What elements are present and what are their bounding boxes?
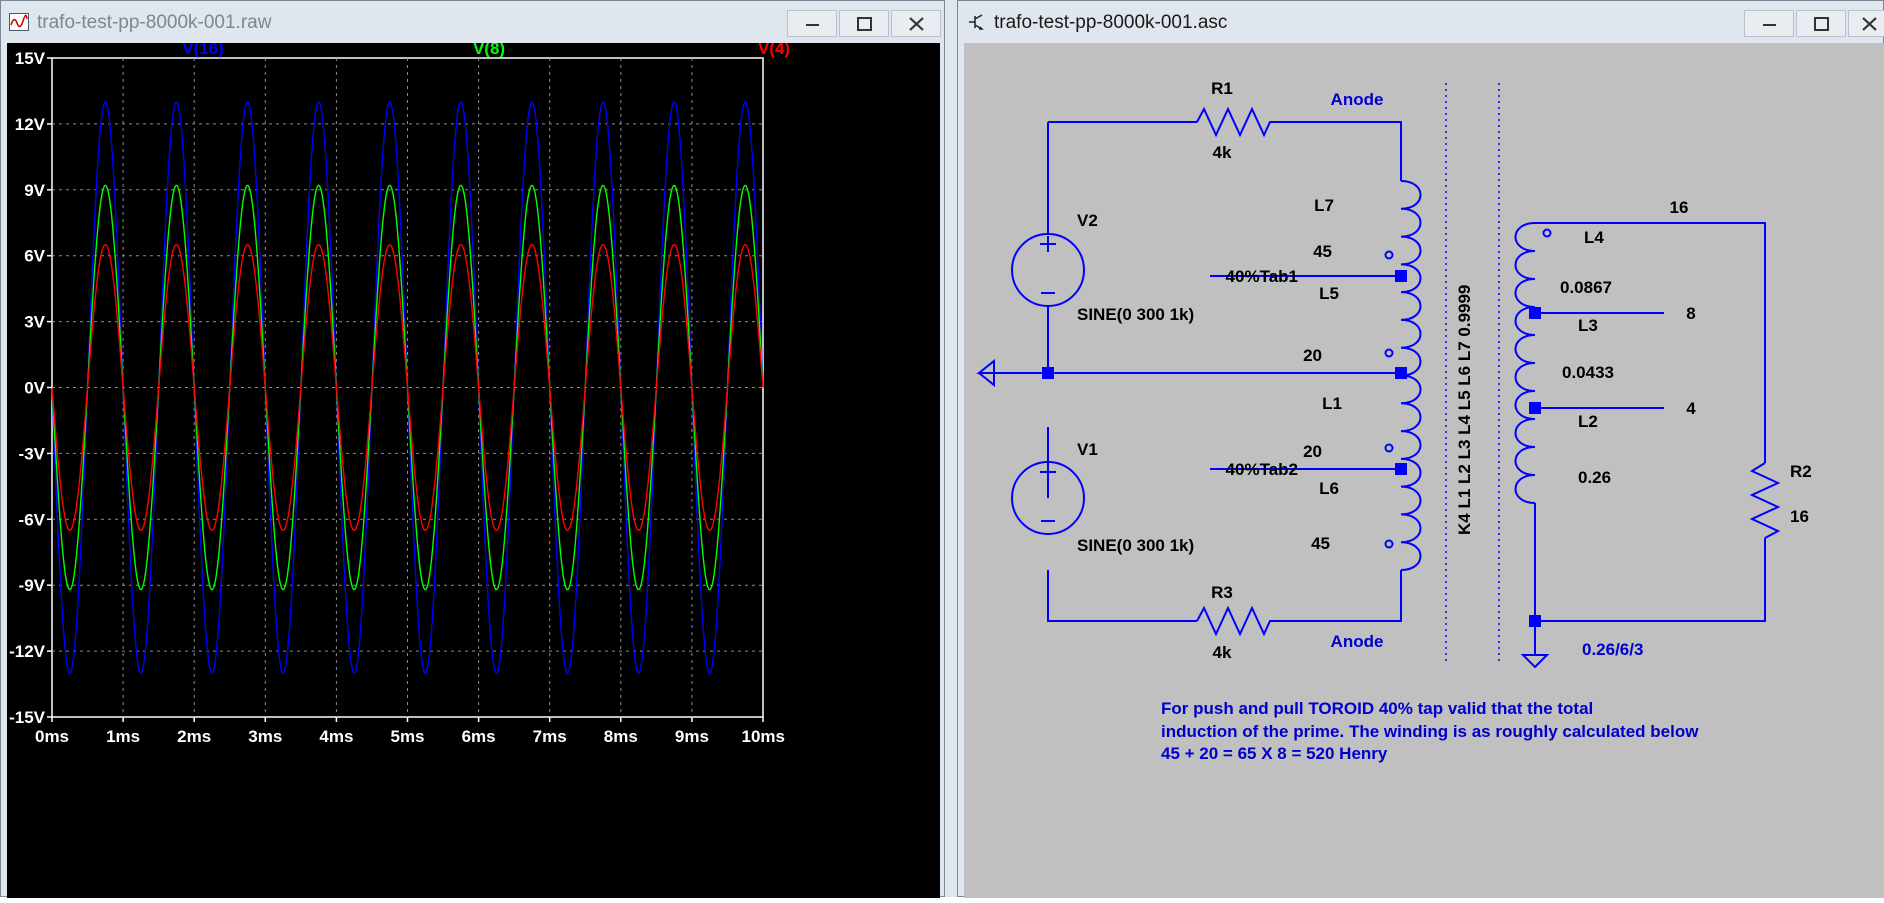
label-tab2: 40%Tab2 (1226, 460, 1298, 479)
label-net-16: 16 (1670, 198, 1689, 217)
x-tick-label: 3ms (248, 727, 282, 746)
label-l7: L7 (1314, 196, 1334, 215)
plot-titlebar[interactable]: trafo-test-pp-8000k-001.raw (1, 1, 944, 43)
y-tick-label: 15V (15, 49, 46, 68)
label-coupling: K4 L1 L2 L3 L4 L5 L6 L7 0.9999 (1455, 285, 1474, 535)
schematic-icon (969, 14, 984, 30)
label-r2: R2 (1790, 462, 1812, 481)
resistor-r3[interactable] (1196, 605, 1276, 637)
schematic-background (964, 43, 1884, 898)
x-tick-label: 1ms (106, 727, 140, 746)
voltage-source-v1[interactable] (1011, 461, 1085, 535)
y-tick-label: -6V (19, 510, 46, 529)
x-tick-label: 2ms (177, 727, 211, 746)
schematic-close-button[interactable] (1848, 10, 1884, 37)
plot-background (7, 43, 940, 898)
schematic-window: trafo-test-pp-8000k-001.asc (957, 0, 1884, 898)
label-v2-value: SINE(0 300 1k) (1077, 305, 1194, 324)
label-l5-value: 20 (1303, 346, 1322, 365)
label-r1-value: 4k (1213, 143, 1232, 162)
x-tick-label: 0ms (35, 727, 69, 746)
label-l5: L5 (1319, 284, 1339, 303)
maximize-icon (857, 17, 872, 31)
x-tick-label: 7ms (533, 727, 567, 746)
y-tick-label: -9V (19, 576, 46, 595)
label-l6: L6 (1319, 479, 1339, 498)
plot-area[interactable]: 15V 12V 9V 6V 3V 0V -3V -6V -9V -12V -15V 0ms 1ms 2m… (7, 39, 940, 898)
comment-line-3: 45 + 20 = 65 X 8 = 520 Henry (1161, 744, 1388, 763)
plot-minimize-button[interactable] (787, 10, 837, 37)
y-tick-label: 12V (15, 115, 46, 134)
y-tick-label: -15V (9, 708, 46, 727)
secondary-wires (1534, 222, 1766, 655)
label-r3-value: 4k (1213, 643, 1232, 662)
close-icon (909, 17, 924, 31)
plot-maximize-button[interactable] (839, 10, 889, 37)
x-tick-label: 6ms (462, 727, 496, 746)
x-tick-label: 10ms (742, 727, 785, 746)
resistor-r1[interactable] (1196, 106, 1276, 138)
label-v2: V2 (1077, 211, 1098, 230)
comment-line-2: induction of the prime. The winding is a… (1161, 722, 1699, 741)
y-tick-label: 6V (24, 247, 45, 266)
label-l3: L3 (1578, 316, 1598, 335)
comment-line-1: For push and pull TOROID 40% tap valid t… (1161, 699, 1593, 718)
label-r3: R3 (1211, 583, 1233, 602)
label-l7-value: 45 (1313, 242, 1332, 261)
label-r1: R1 (1211, 79, 1233, 98)
label-net-4: 4 (1686, 399, 1696, 418)
y-tick-label: -12V (9, 642, 46, 661)
x-tick-label: 5ms (390, 727, 424, 746)
ground-icon (1520, 654, 1550, 669)
ground-arrow-left-icon (976, 358, 995, 388)
close-icon (1862, 17, 1877, 31)
voltage-source-v2[interactable] (1011, 233, 1085, 307)
label-l4-value: 0.0867 (1560, 278, 1612, 297)
waveform-icon (9, 13, 29, 31)
legend-v4[interactable]: V(4) (758, 39, 790, 58)
label-r2-value: 16 (1790, 507, 1809, 526)
legend-v16[interactable]: V(16) (182, 39, 224, 58)
x-tick-label: 8ms (604, 727, 638, 746)
label-l6-value-top: 20 (1303, 442, 1322, 461)
label-v1: V1 (1077, 440, 1098, 459)
y-tick-label: 0V (24, 379, 45, 398)
label-l3-value: 0.0433 (1562, 363, 1614, 382)
minimize-icon (1763, 24, 1776, 26)
schematic-drawing[interactable]: R1 4k Anode R3 4k Anode V2 SINE(0 300 1k… (964, 43, 1884, 898)
label-anode-bottom: Anode (1331, 632, 1384, 651)
schematic-maximize-button[interactable] (1796, 10, 1846, 37)
plot-close-button[interactable] (891, 10, 941, 37)
primary-wires (994, 121, 1402, 622)
schematic-window-title: trafo-test-pp-8000k-001.asc (994, 12, 1228, 33)
legend-v8[interactable]: V(8) (473, 39, 505, 58)
transformer-core (1445, 83, 1500, 663)
minimize-icon (806, 24, 819, 26)
resistor-r2[interactable] (1749, 462, 1781, 539)
label-net-8: 8 (1686, 304, 1695, 323)
maximize-icon (1814, 17, 1829, 31)
schematic-minimize-button[interactable] (1744, 10, 1794, 37)
y-tick-label: 3V (24, 313, 45, 332)
schematic-canvas[interactable]: R1 4k Anode R3 4k Anode V2 SINE(0 300 1k… (964, 43, 1884, 898)
label-l6-value: 45 (1311, 534, 1330, 553)
label-l2: L2 (1578, 412, 1598, 431)
label-v1-value: SINE(0 300 1k) (1077, 536, 1194, 555)
y-tick-label: -3V (19, 444, 46, 463)
secondary-coil[interactable] (1514, 222, 1552, 504)
label-secondary-note: 0.26/6/3 (1582, 640, 1643, 659)
plot-window-title: trafo-test-pp-8000k-001.raw (37, 12, 272, 33)
x-tick-label: 9ms (675, 727, 709, 746)
plot-window: trafo-test-pp-8000k-001.raw 15V 12V 9V 6V 3V… (0, 0, 945, 898)
x-tick-label: 4ms (319, 727, 353, 746)
label-l1: L1 (1322, 394, 1342, 413)
trace-v4[interactable] (51, 243, 764, 532)
label-l4: L4 (1584, 228, 1604, 247)
label-anode-top: Anode (1331, 90, 1384, 109)
waveform-plot[interactable]: 15V 12V 9V 6V 3V 0V -3V -6V -9V -12V -15V 0ms 1ms 2m… (7, 39, 940, 898)
schematic-titlebar[interactable]: trafo-test-pp-8000k-001.asc (958, 1, 1884, 43)
label-l2-value: 0.26 (1578, 468, 1611, 487)
label-tab1: 40%Tab1 (1226, 267, 1298, 286)
y-tick-label: 9V (24, 181, 45, 200)
